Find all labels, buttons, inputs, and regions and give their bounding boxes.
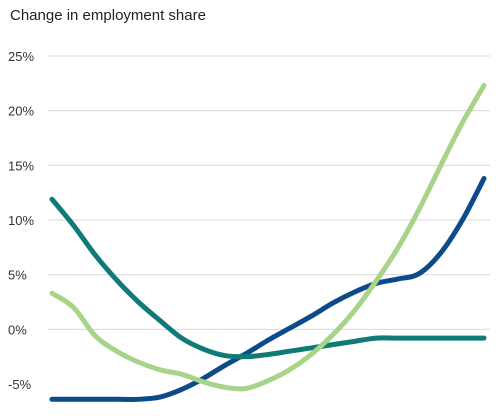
y-axis-tick-labels: -5% 0% 5% 10% 15% 20% 25% [8, 49, 34, 392]
y-tick-label: -5% [8, 377, 32, 392]
y-tick-label: 15% [8, 158, 34, 173]
series-lines [49, 83, 487, 402]
grid-lines [48, 55, 490, 330]
series-line-1 [49, 175, 487, 402]
chart-title: Change in employment share [10, 7, 206, 24]
y-tick-label: 10% [8, 213, 34, 228]
y-tick-label: 0% [8, 322, 27, 337]
series-line-3 [49, 83, 487, 392]
y-tick-label: 20% [8, 104, 34, 119]
series-line-2 [49, 196, 487, 360]
y-tick-label: 25% [8, 49, 34, 64]
y-tick-label: 5% [8, 268, 27, 283]
